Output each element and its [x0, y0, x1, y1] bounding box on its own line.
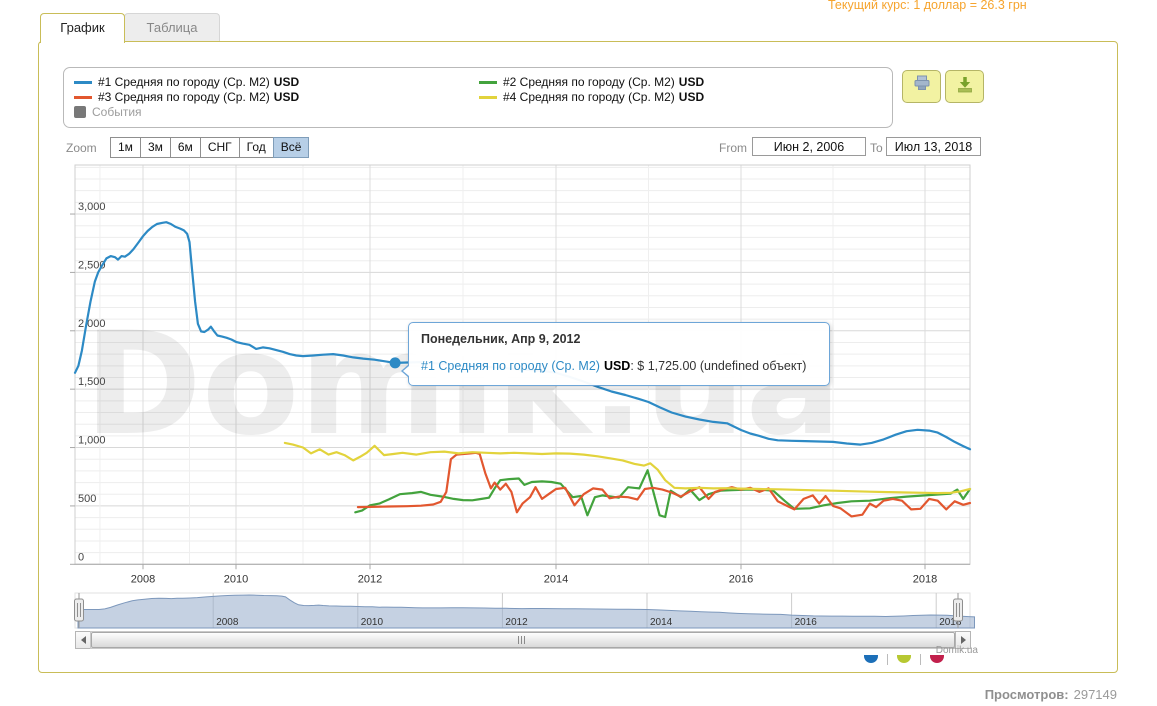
legend-item-4[interactable]: #4 Средняя по городу (Ср. М2) USD — [479, 90, 704, 104]
scrollbar-left-button[interactable] — [75, 631, 91, 649]
arrow-left-icon — [80, 636, 86, 644]
zoom-label: Zoom — [66, 141, 97, 155]
tooltip-date: Понедельник, Апр 9, 2012 — [421, 332, 581, 346]
scrollbar-grip-icon — [521, 636, 522, 644]
legend-item-label: #2 Средняя по городу (Ср. М2) — [503, 75, 675, 89]
legend-item-events[interactable]: События — [74, 105, 142, 119]
views-counter: Просмотров: 297149 — [985, 687, 1117, 702]
zoom-button-СНГ[interactable]: СНГ — [199, 137, 240, 158]
from-label: From — [719, 141, 747, 155]
legend-item-3[interactable]: #3 Средняя по городу (Ср. М2) USD — [74, 90, 299, 104]
scrollbar-right-button[interactable] — [955, 631, 971, 649]
legend-item-label: #3 Средняя по городу (Ср. М2) — [98, 90, 270, 104]
tooltip: Понедельник, Апр 9, 2012 #1 Средняя по г… — [401, 322, 830, 386]
download-icon — [955, 74, 975, 99]
legend-events-label: События — [92, 105, 142, 119]
zoom-button-Год[interactable]: Год — [238, 137, 274, 158]
zoom-button-1м[interactable]: 1м — [110, 137, 141, 158]
indicator-dot-blue[interactable] — [864, 655, 878, 663]
legend-item-1[interactable]: #1 Средняя по городу (Ср. М2) USD — [74, 75, 299, 89]
from-date-input[interactable] — [752, 137, 866, 156]
indicator-dot-crimson[interactable] — [930, 655, 944, 663]
legend-line-sample — [479, 80, 497, 84]
legend-item-2[interactable]: #2 Средняя по городу (Ср. М2) USD — [479, 75, 704, 89]
scrollbar-thumb[interactable] — [91, 632, 955, 648]
legend-box: #1 Средняя по городу (Ср. М2) USD #2 Средн… — [63, 67, 893, 128]
credits-link[interactable]: Domik.ua — [935, 645, 978, 656]
legend-item-suffix: USD — [273, 75, 300, 89]
legend-item-label: #1 Средняя по городу (Ср. М2) — [98, 75, 270, 89]
zoom-button-3м[interactable]: 3м — [139, 137, 171, 158]
dot-separator — [920, 654, 921, 665]
zoom-button-Всё[interactable]: Всё — [272, 137, 310, 158]
legend-line-sample — [479, 95, 497, 99]
tooltip-series-suffix: USD — [603, 359, 631, 373]
views-value: 297149 — [1073, 687, 1117, 702]
legend-item-suffix: USD — [273, 90, 300, 104]
tab-chart[interactable]: График — [40, 13, 125, 43]
download-button[interactable] — [945, 70, 984, 103]
indicator-dot-olive[interactable] — [897, 655, 911, 663]
tooltip-value: : $ 1,725.00 (undefined объект) — [630, 359, 807, 373]
arrow-right-icon — [960, 636, 966, 644]
events-square-icon — [74, 106, 86, 118]
exchange-rate-text: Текущий курс: 1 доллар = 26.3 грн — [828, 0, 1027, 12]
printer-icon — [911, 74, 933, 99]
legend-line-sample — [74, 95, 92, 99]
zoom-button-group: 1м 3м 6м СНГ Год Всё — [110, 137, 310, 158]
dot-separator — [887, 654, 888, 665]
legend-line-sample — [74, 80, 92, 84]
zoom-button-6м[interactable]: 6м — [169, 137, 201, 158]
tooltip-series-name: #1 Средняя по городу (Ср. М2) — [421, 359, 600, 373]
to-date-input[interactable] — [886, 137, 981, 156]
tooltip-body: #1 Средняя по городу (Ср. М2) USD: $ 1,72… — [421, 359, 817, 373]
legend-item-suffix: USD — [678, 75, 705, 89]
views-label: Просмотров: — [984, 687, 1069, 702]
to-label: To — [870, 141, 883, 155]
print-button[interactable] — [902, 70, 941, 103]
legend-item-suffix: USD — [678, 90, 705, 104]
tab-table[interactable]: Таблица — [124, 13, 220, 42]
legend-item-label: #4 Средняя по городу (Ср. М2) — [503, 90, 675, 104]
